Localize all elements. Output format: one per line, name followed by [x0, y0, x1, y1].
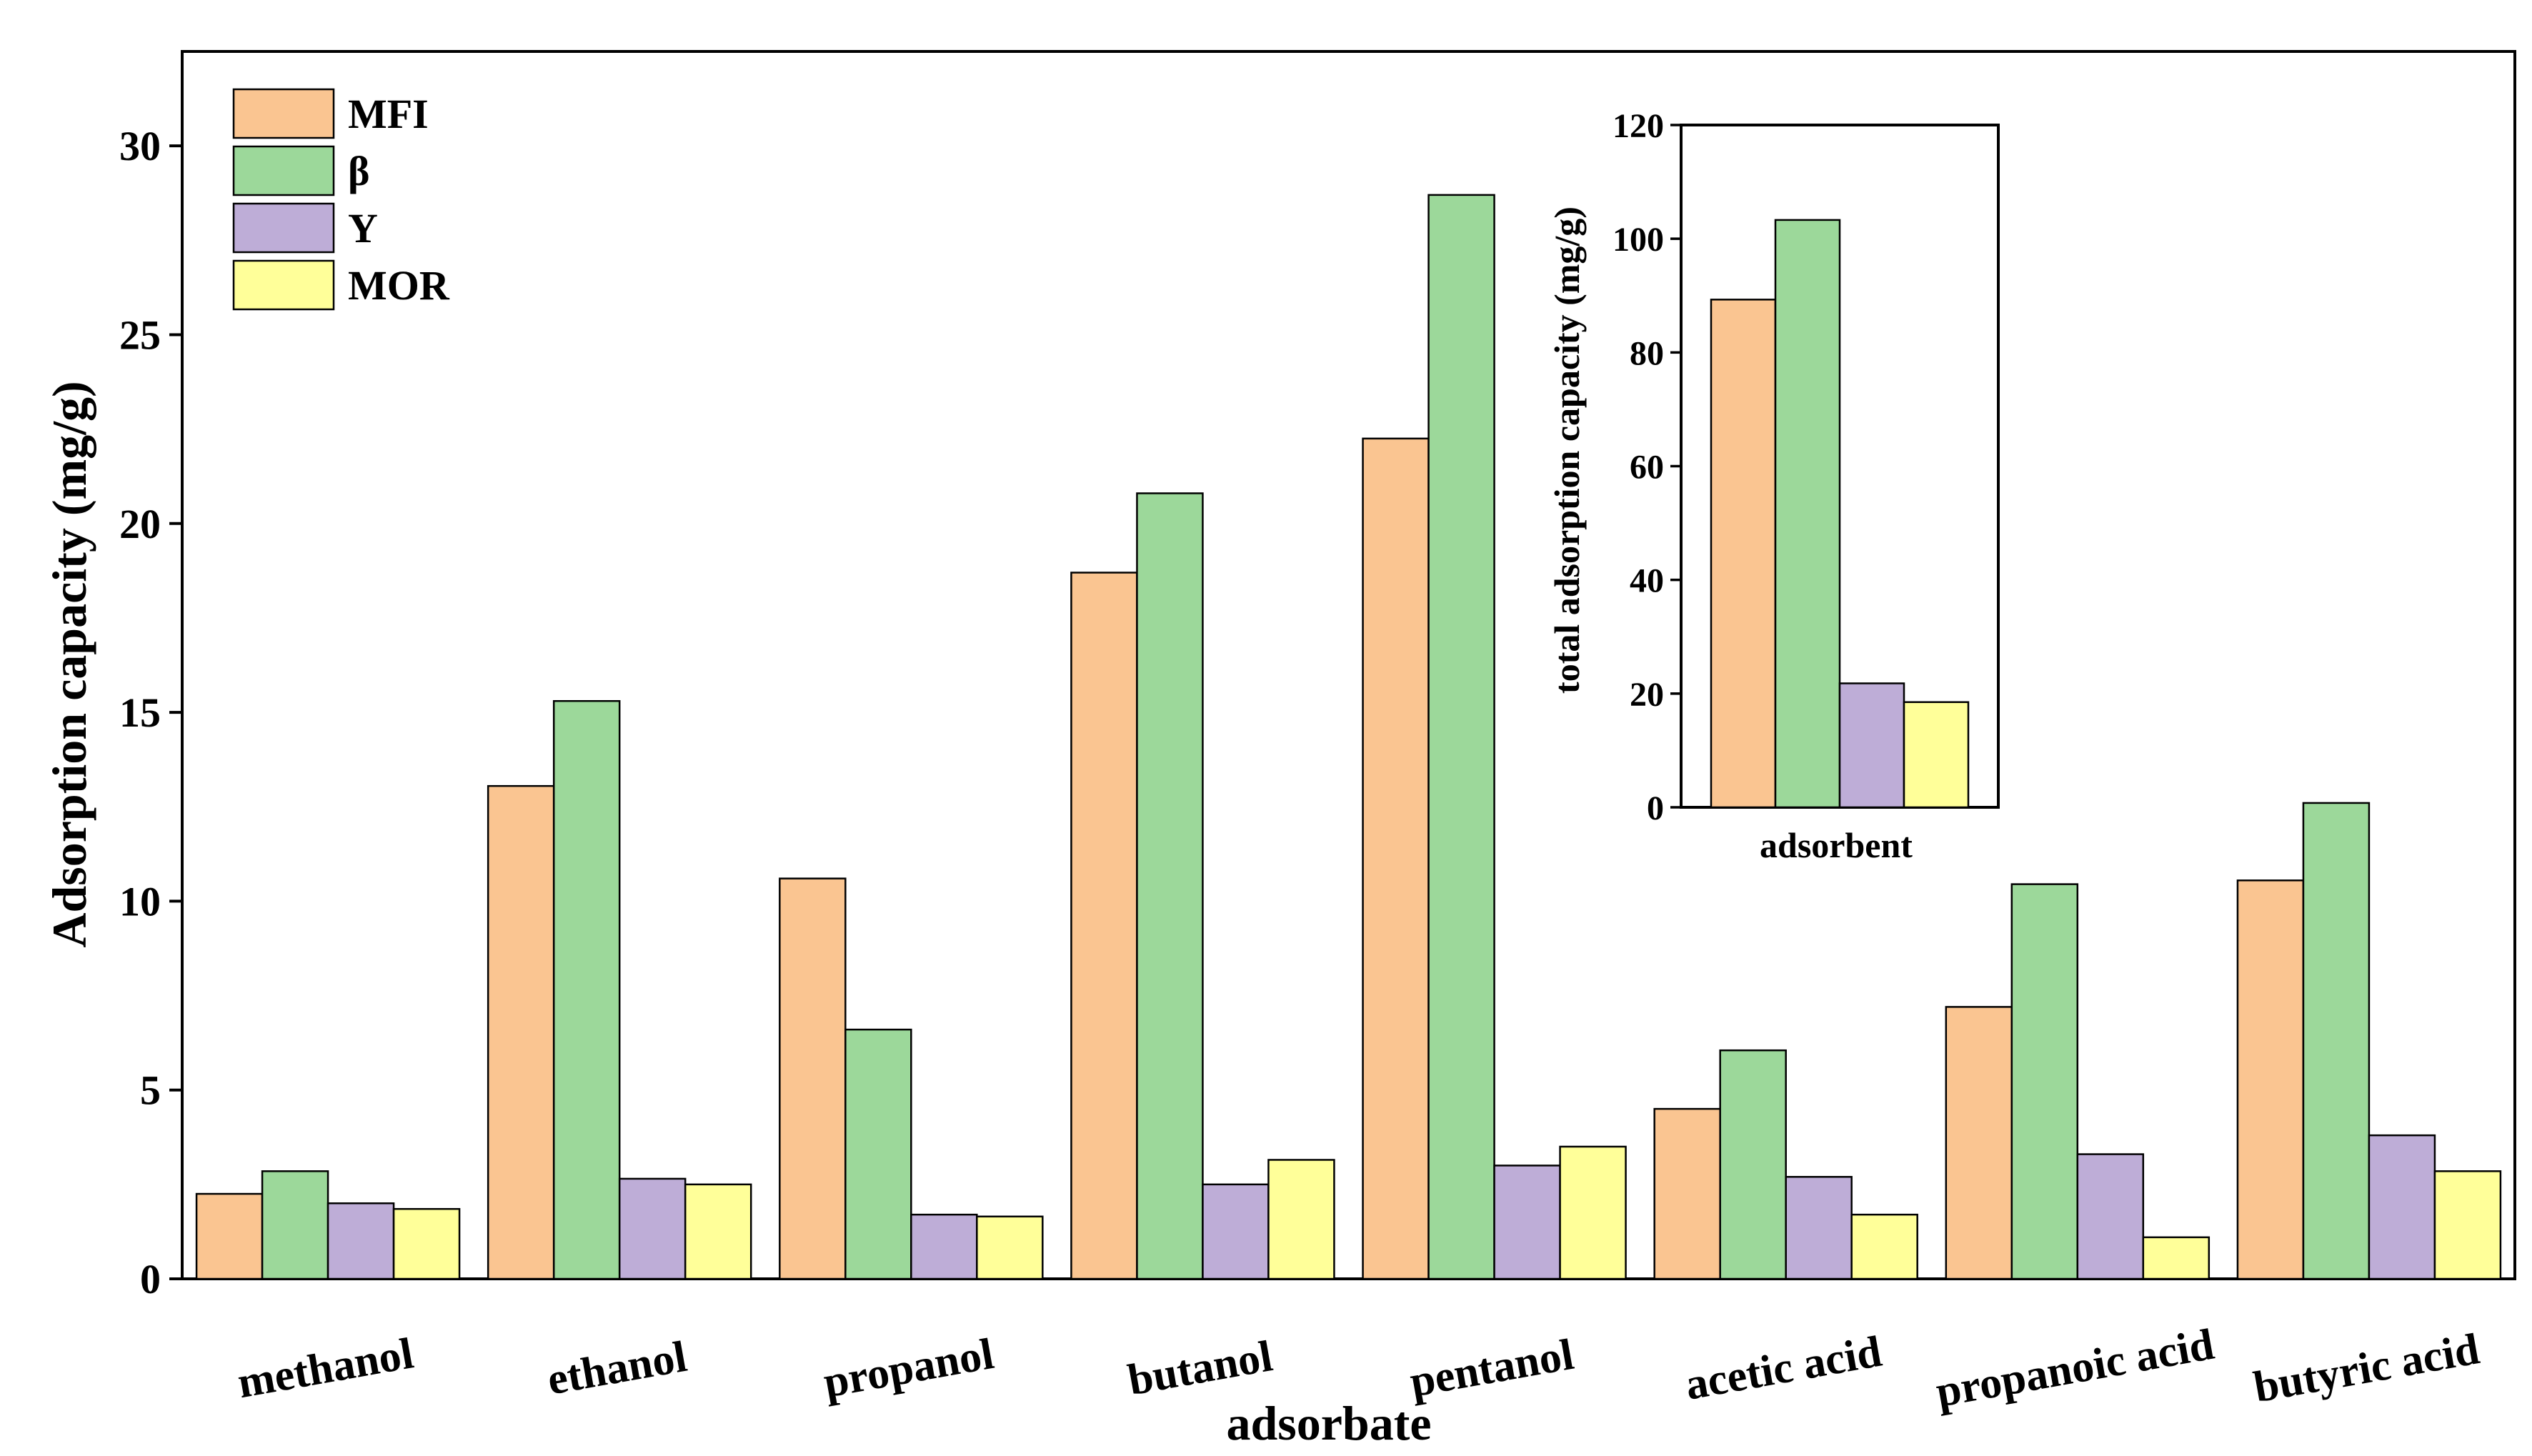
bar-beta-propanol	[844, 1028, 912, 1280]
inset-y-tick-label: 60	[1630, 449, 1664, 487]
bar-Y-propanoic-acid	[2076, 1153, 2145, 1280]
bar-MOR-pentanol	[1559, 1145, 1627, 1280]
legend-swatch-MOR	[232, 259, 335, 311]
legend-label-beta: β	[348, 148, 370, 194]
main-plot-frame	[181, 50, 2516, 1280]
legend-swatch-MFI	[232, 88, 335, 139]
y-tick-label: 30	[119, 123, 161, 169]
bar-beta-butyric-acid	[2302, 802, 2371, 1280]
x-category-label: butyric acid	[2251, 1325, 2483, 1412]
x-category-label: propanol	[820, 1330, 997, 1407]
legend-label-Y: Y	[348, 205, 378, 251]
legend-label-MFI: MFI	[348, 91, 429, 137]
inset-y-tick-label: 80	[1630, 334, 1664, 372]
legend-label-MOR: MOR	[348, 262, 450, 309]
inset-x-axis-title: adsorbent	[1760, 825, 1913, 865]
bar-MOR-ethanol	[684, 1183, 752, 1280]
bar-beta-propanoic-acid	[2010, 883, 2079, 1280]
inset-bar-MOR	[1903, 701, 1970, 809]
bar-MOR-propanoic-acid	[2142, 1236, 2210, 1280]
x-category-label: butanol	[1125, 1332, 1276, 1405]
bar-MOR-propanol	[976, 1215, 1044, 1280]
bar-MFI-propanoic-acid	[1945, 1006, 2013, 1280]
bar-MFI-acetic-acid	[1653, 1107, 1721, 1280]
bar-MFI-ethanol	[487, 784, 555, 1280]
bar-Y-butanol	[1202, 1183, 1270, 1280]
legend-swatch-beta	[232, 145, 335, 196]
legend: MFI βY MOR	[232, 88, 450, 311]
bar-MOR-butanol	[1267, 1159, 1335, 1280]
x-category-label: methanol	[234, 1329, 417, 1407]
bar-MFI-butanol	[1070, 572, 1138, 1280]
inset-y-tick-label: 40	[1630, 562, 1664, 600]
bar-MOR-butyric-acid	[2433, 1170, 2502, 1280]
bar-Y-ethanol	[618, 1177, 687, 1280]
inset-bar-beta	[1774, 219, 1841, 809]
inset-y-tick-label: 20	[1630, 676, 1664, 714]
bar-beta-methanol	[261, 1170, 329, 1280]
bar-MFI-propanol	[779, 877, 847, 1280]
y-tick-label: 0	[140, 1256, 161, 1302]
bar-Y-acetic-acid	[1785, 1176, 1853, 1280]
bar-beta-acetic-acid	[1719, 1049, 1787, 1280]
x-category-label: ethanol	[544, 1332, 690, 1405]
bar-beta-pentanol	[1427, 194, 1495, 1280]
bar-Y-pentanol	[1493, 1165, 1561, 1280]
bar-Y-propanol	[910, 1213, 978, 1280]
main-plot: 0 5 10 15 20 25 30 methanol ethanol propanol butan…	[42, 50, 2516, 1450]
y-axis-title: Adsorption capacity (mg/g)	[42, 381, 96, 947]
inset-bar-Y	[1838, 682, 1905, 809]
legend-swatch-Y	[232, 202, 335, 254]
inset-bar-MFI	[1710, 299, 1777, 809]
bar-MFI-butyric-acid	[2236, 879, 2305, 1280]
inset-plot: 0 20 40 60 80 100 120 adsorbent total adsorption…	[1547, 107, 2000, 865]
y-tick-label: 10	[119, 878, 161, 924]
x-category-label: propanoic acid	[1933, 1320, 2218, 1417]
bar-MFI-pentanol	[1362, 437, 1430, 1280]
inset-y-tick-label: 0	[1647, 789, 1664, 827]
bar-beta-butanol	[1136, 492, 1204, 1280]
y-tick-label: 15	[119, 689, 161, 736]
bar-Y-butyric-acid	[2368, 1134, 2436, 1280]
x-category-label: pentanol	[1407, 1330, 1577, 1407]
inset-y-tick-label: 120	[1613, 107, 1664, 145]
inset-y-axis-title: total adsorption capacity (mg/g)	[1547, 206, 1587, 694]
inset-y-tick-label: 100	[1613, 221, 1664, 259]
bar-MFI-methanol	[195, 1192, 264, 1280]
bar-MOR-acetic-acid	[1850, 1213, 1918, 1280]
y-tick-label: 5	[140, 1067, 161, 1114]
bar-beta-ethanol	[552, 699, 621, 1280]
y-tick-label: 20	[119, 501, 161, 547]
bar-Y-methanol	[327, 1202, 395, 1280]
x-category-label: acetic acid	[1682, 1327, 1885, 1410]
x-axis-title: adsorbate	[1226, 1396, 1431, 1450]
y-tick-label: 25	[119, 311, 161, 358]
bar-MOR-methanol	[392, 1207, 461, 1280]
